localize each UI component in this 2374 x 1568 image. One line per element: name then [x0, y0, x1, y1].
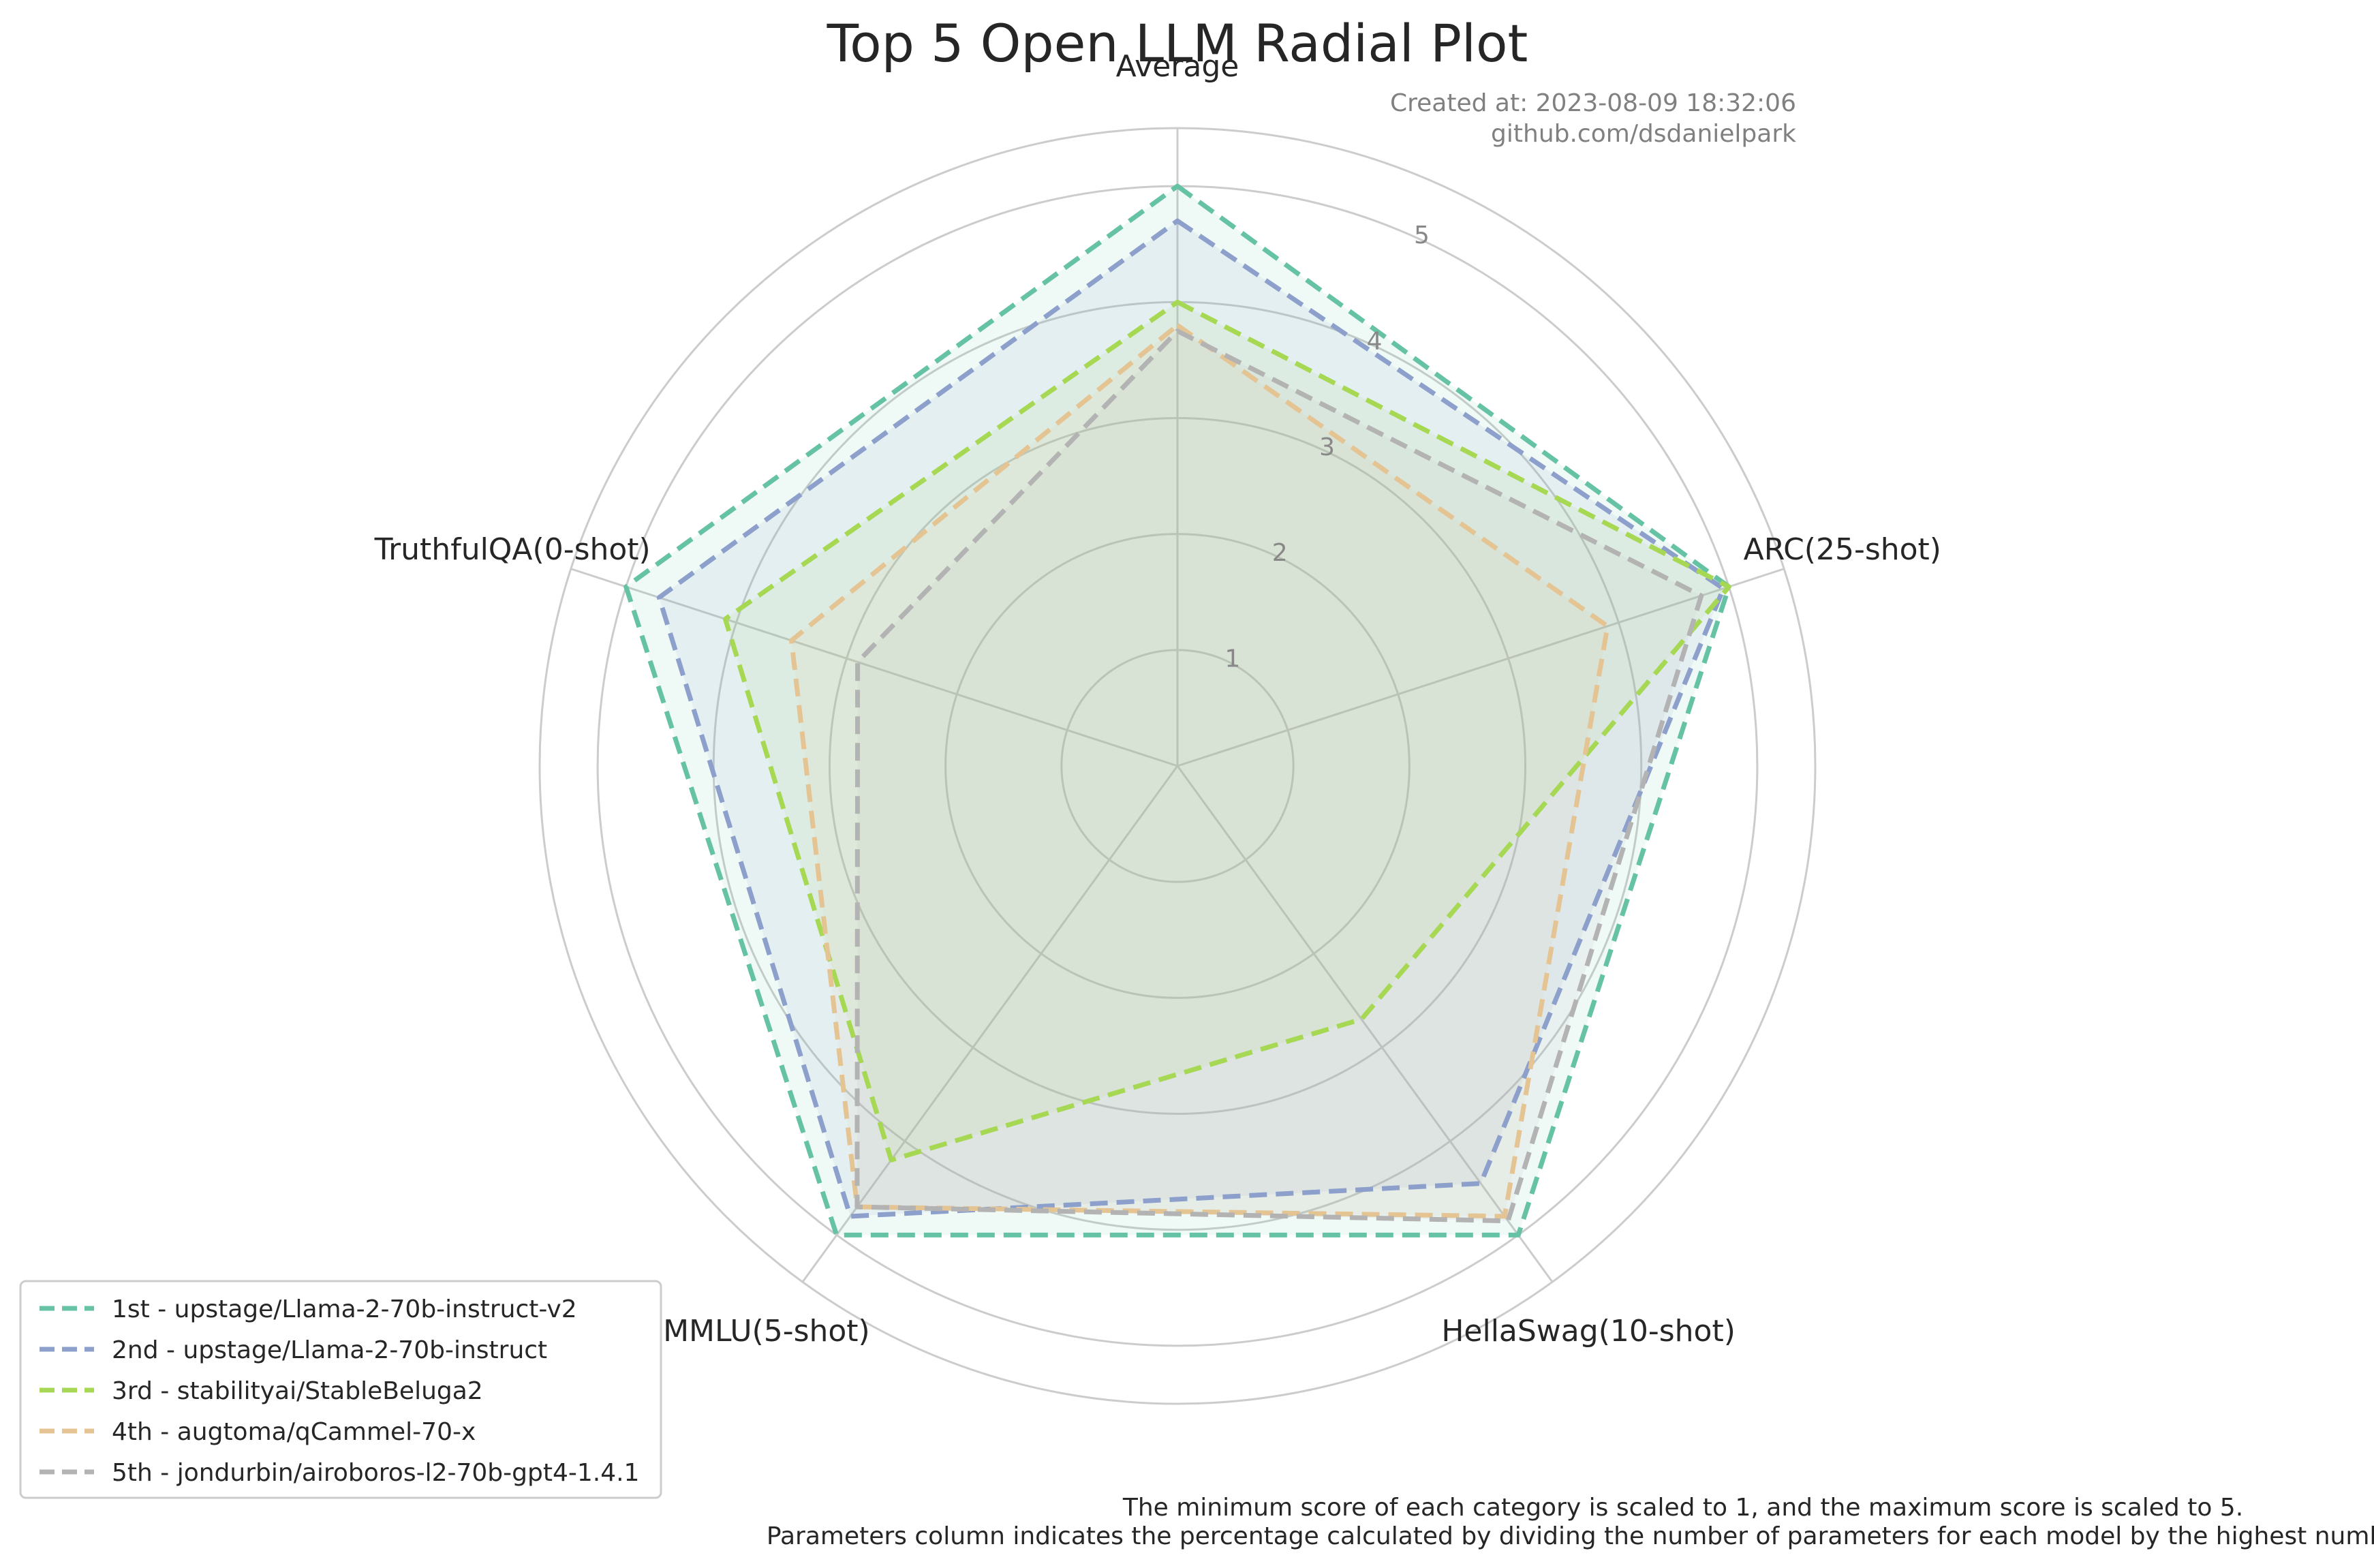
category-label-3: HellaSwag(10-shot)	[1441, 1314, 1736, 1349]
source-credit: github.com/dsdanielpark	[1491, 120, 1796, 148]
series-fill-1	[626, 186, 1729, 1235]
series-line-2	[656, 218, 1726, 1219]
legend-items: 1st - upstage/Llama-2-70b-instruct-v2 2nd…	[40, 1295, 639, 1487]
spoke-line-5	[570, 568, 1178, 767]
radial-tick-labels: 1 2 3 4 5	[1224, 221, 1429, 673]
legend-label-5: 5th - jondurbin/airoboros-l2-70b-gpt4-1.…	[112, 1459, 639, 1487]
spoke-line-2	[1177, 568, 1785, 767]
tick-label-5: 5	[1414, 221, 1430, 249]
series-fills	[626, 186, 1729, 1235]
created-at-text: Created at: 2023-08-09 18:32:06	[1390, 89, 1796, 117]
series-line-3	[722, 299, 1731, 1163]
legend-frame	[19, 1280, 662, 1499]
tick-label-3: 3	[1319, 433, 1335, 461]
legend-label-1: 1st - upstage/Llama-2-70b-instruct-v2	[112, 1295, 577, 1323]
series-fill-4	[791, 325, 1608, 1216]
legend-label-3: 3rd - stabilityai/StableBeluga2	[112, 1377, 483, 1405]
tick-label-1: 1	[1224, 645, 1240, 673]
series-lines	[623, 183, 1731, 1238]
category-label-2: ARC(25-shot)	[1744, 532, 1941, 567]
tick-label-4: 4	[1367, 327, 1383, 355]
footnote-line-2: Parameters column indicates the percenta…	[767, 1522, 2374, 1550]
legend-label-4: 4th - augtoma/qCammel-70-x	[112, 1418, 476, 1446]
footnote-line-1: The minimum score of each category is sc…	[1122, 1494, 2243, 1522]
series-fill-3	[725, 302, 1729, 1160]
spoke-line-4	[801, 765, 1179, 1283]
legend: 1st - upstage/Llama-2-70b-instruct-v2 2nd…	[19, 1280, 662, 1499]
series-fill-2	[659, 221, 1724, 1216]
category-label-4: MMLU(5-shot)	[663, 1314, 870, 1349]
legend-label-2: 2nd - upstage/Llama-2-70b-instruct	[112, 1336, 547, 1364]
tick-label-2: 2	[1272, 539, 1288, 567]
chart-title: Top 5 Open LLM Radial Plot	[827, 13, 1528, 74]
category-labels: Average ARC(25-shot) HellaSwag(10-shot) MML…	[374, 49, 1941, 1349]
category-label-1: Average	[1116, 49, 1239, 84]
category-label-5: TruthfulQA(0-shot)	[374, 532, 651, 567]
series-line-1	[623, 183, 1731, 1238]
series-line-5	[854, 328, 1704, 1224]
spoke-line-3	[1176, 765, 1554, 1283]
series-fill-5	[857, 330, 1701, 1221]
